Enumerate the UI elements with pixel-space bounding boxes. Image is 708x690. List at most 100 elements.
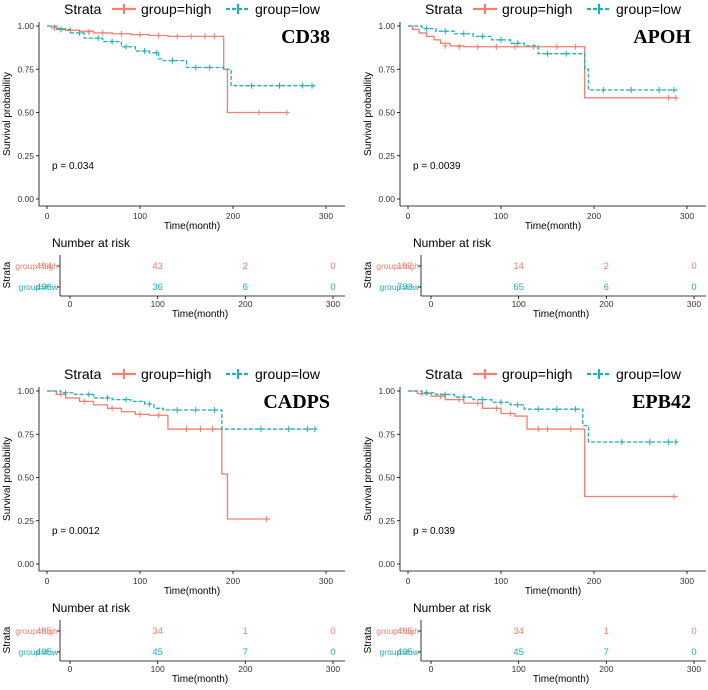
risk-row-label-high: group=high	[376, 626, 419, 636]
km-curve-high	[408, 25, 678, 99]
y-tick-label: 1.00	[378, 386, 395, 396]
y-tick-label: 0.00	[378, 559, 395, 569]
y-tick-label: 0.00	[378, 194, 395, 204]
y-tick-label: 0.00	[17, 559, 34, 569]
risk-count-low: 45	[513, 647, 524, 658]
risk-count-high: 197	[397, 261, 413, 272]
y-axis-title: Survival probability	[2, 72, 13, 156]
x-tick-label: 100	[494, 211, 508, 221]
risk-x-tick-label: 300	[687, 299, 701, 309]
legend-title: Strata	[425, 366, 463, 382]
risk-count-high: 2	[604, 261, 609, 272]
x-axis-title: Time(month)	[525, 221, 581, 232]
risk-count-high: 0	[691, 626, 696, 637]
risk-table-title: Number at risk	[52, 601, 131, 615]
risk-x-tick-label: 0	[429, 299, 434, 309]
risk-x-axis-title: Time(month)	[533, 309, 589, 320]
legend-high-label: group=high	[502, 366, 572, 382]
risk-row-label-low: group=low	[380, 647, 420, 657]
x-axis-title: Time(month)	[164, 221, 220, 232]
y-tick-label: 0.75	[17, 64, 34, 74]
y-tick-label: 0.25	[378, 151, 395, 161]
risk-count-high: 2	[243, 261, 248, 272]
p-value: p = 0.0012	[52, 526, 100, 537]
x-tick-label: 200	[226, 211, 240, 221]
risk-x-tick-label: 100	[512, 299, 526, 309]
y-axis-title: Survival probability	[363, 437, 374, 521]
y-axis-title: Survival probability	[2, 437, 13, 521]
risk-x-tick-label: 200	[599, 299, 613, 309]
risk-count-high: 14	[513, 261, 524, 272]
y-tick-label: 0.25	[17, 516, 34, 526]
x-tick-label: 100	[133, 211, 147, 221]
km-curve-high	[47, 25, 289, 114]
risk-count-low: 495	[397, 647, 413, 658]
x-tick-label: 100	[494, 576, 508, 586]
y-tick-label: 1.00	[17, 386, 34, 396]
risk-count-low: 496	[36, 282, 52, 293]
risk-count-high: 0	[330, 261, 335, 272]
risk-table-title: Number at risk	[413, 236, 492, 250]
risk-row-label-high: group=high	[15, 626, 58, 636]
risk-row-label-high: group=high	[15, 261, 58, 271]
risk-table-title: Number at risk	[52, 236, 131, 250]
legend-high-label: group=high	[141, 1, 211, 17]
risk-count-low: 0	[330, 282, 335, 293]
risk-x-axis-title: Time(month)	[172, 309, 228, 320]
x-axis-title: Time(month)	[525, 586, 581, 597]
risk-row-label-low: group=low	[380, 282, 420, 292]
legend-title: Strata	[64, 1, 102, 17]
km-curve-low	[408, 25, 678, 91]
y-tick-label: 0.25	[17, 151, 34, 161]
risk-x-tick-label: 200	[238, 299, 252, 309]
risk-x-tick-label: 0	[68, 664, 73, 674]
y-tick-label: 0.25	[378, 516, 395, 526]
risk-x-tick-label: 300	[326, 299, 340, 309]
gene-title: CD38	[281, 26, 330, 48]
risk-count-low: 6	[604, 282, 609, 293]
p-value: p = 0.039	[413, 526, 455, 537]
risk-x-tick-label: 100	[151, 664, 165, 674]
risk-count-low: 0	[691, 647, 696, 658]
y-tick-label: 1.00	[378, 21, 395, 31]
y-tick-label: 1.00	[17, 21, 34, 31]
km-panel-epb42: Strata group=high group=low EPB42 0.00 0.25 0.…	[363, 366, 706, 685]
risk-x-tick-label: 100	[151, 299, 165, 309]
y-tick-label: 0.50	[378, 108, 395, 118]
x-tick-label: 0	[45, 211, 50, 221]
risk-count-low: 0	[691, 282, 696, 293]
x-tick-label: 200	[587, 576, 601, 586]
p-value: p = 0.0039	[413, 161, 461, 172]
gene-title: EPB42	[632, 391, 691, 413]
risk-x-tick-label: 300	[687, 664, 701, 674]
km-curve-low	[408, 390, 678, 443]
x-tick-label: 300	[319, 576, 333, 586]
risk-count-high: 495	[36, 626, 52, 637]
risk-count-high: 43	[152, 261, 163, 272]
risk-count-high: 0	[691, 261, 696, 272]
legend-low-label: group=low	[255, 366, 321, 382]
risk-count-high: 1	[243, 626, 248, 637]
km-curve-low	[47, 25, 317, 87]
risk-x-axis-title: Time(month)	[172, 674, 228, 685]
x-tick-label: 200	[587, 211, 601, 221]
risk-count-low: 0	[330, 647, 335, 658]
risk-x-tick-label: 200	[599, 664, 613, 674]
risk-count-low: 36	[152, 282, 163, 293]
legend-low-label: group=low	[616, 366, 682, 382]
p-value: p = 0.034	[52, 161, 94, 172]
x-tick-label: 300	[319, 211, 333, 221]
legend-high-label: group=high	[502, 1, 572, 17]
x-tick-label: 300	[680, 576, 694, 586]
risk-x-tick-label: 0	[429, 664, 434, 674]
x-tick-label: 0	[406, 576, 411, 586]
risk-strata-title: Strata	[363, 261, 374, 288]
km-panel-cadps: Strata group=high group=lowCADPS0.000.250.…	[2, 366, 345, 685]
y-tick-label: 0.00	[17, 194, 34, 204]
risk-count-low: 45	[152, 647, 163, 658]
x-tick-label: 100	[133, 576, 147, 586]
y-tick-label: 0.75	[17, 429, 34, 439]
km-curve-low	[47, 390, 317, 430]
y-tick-label: 0.75	[378, 429, 395, 439]
